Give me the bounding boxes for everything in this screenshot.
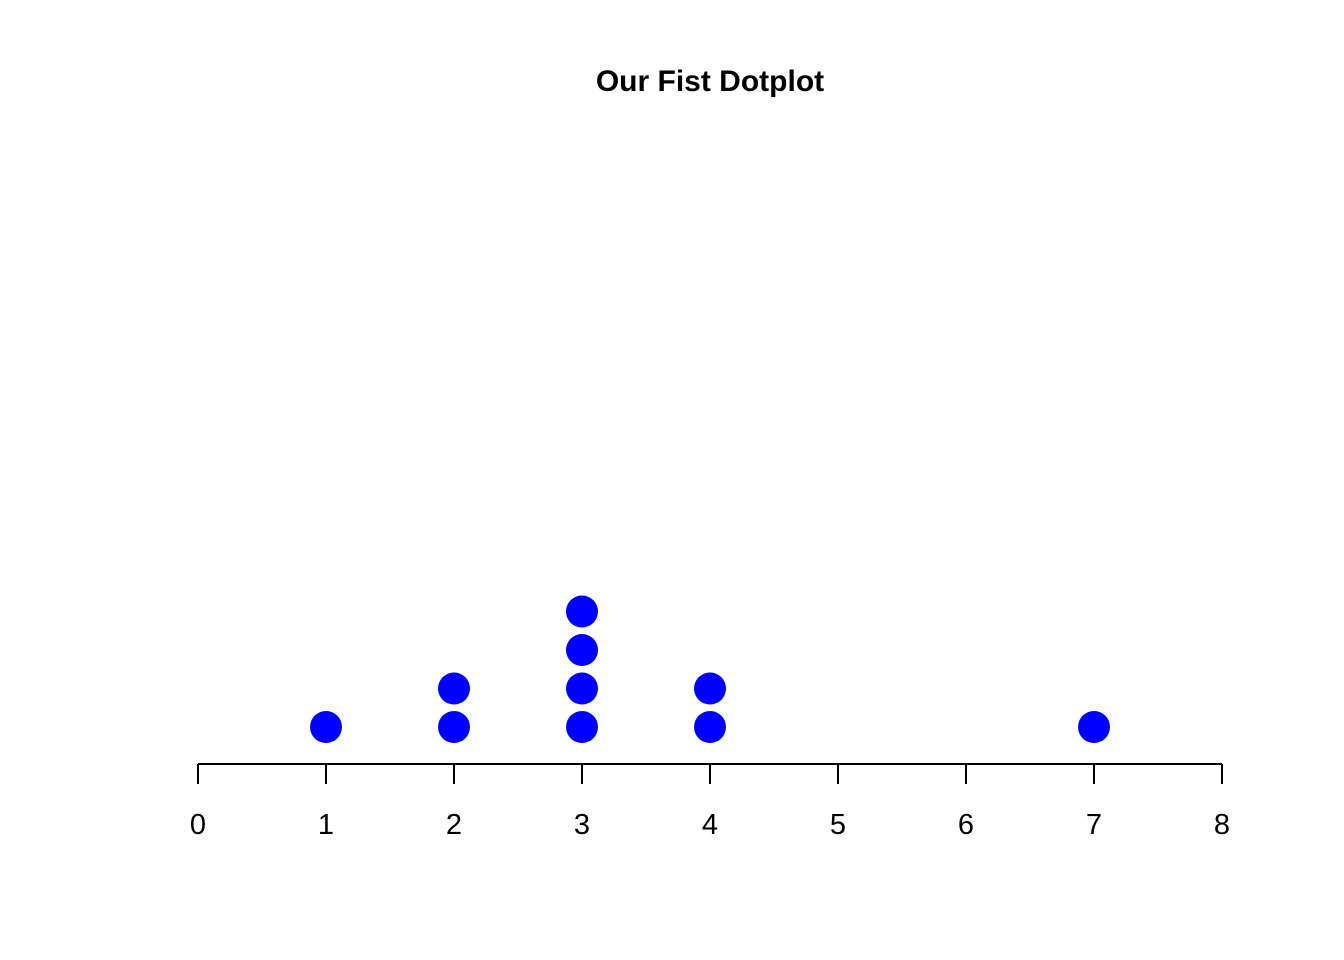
x-tick-label: 4: [702, 809, 718, 841]
x-tick-label: 2: [446, 809, 462, 841]
data-dot: [566, 595, 598, 628]
x-tick-label: 1: [318, 809, 334, 841]
chart-title: Our Fist Dotplot: [596, 65, 824, 98]
dots-group: [310, 595, 1110, 743]
data-dot: [566, 634, 598, 666]
x-tick-label: 8: [1214, 809, 1230, 841]
x-tick-label: 5: [830, 809, 846, 841]
x-tick-label: 6: [958, 809, 974, 841]
x-tick-label: 3: [574, 809, 590, 841]
data-dot: [694, 672, 726, 705]
data-dot: [566, 672, 598, 705]
data-dot: [694, 711, 726, 743]
data-dot: [438, 672, 470, 705]
x-tick-label: 0: [190, 809, 206, 841]
x-axis: 0 1 2 3 4 5 6 7 8: [190, 763, 1230, 841]
data-dot: [438, 711, 470, 743]
data-dot: [566, 711, 598, 743]
data-dot: [1078, 711, 1110, 743]
data-dot: [310, 711, 342, 743]
x-tick-label: 7: [1086, 809, 1102, 841]
